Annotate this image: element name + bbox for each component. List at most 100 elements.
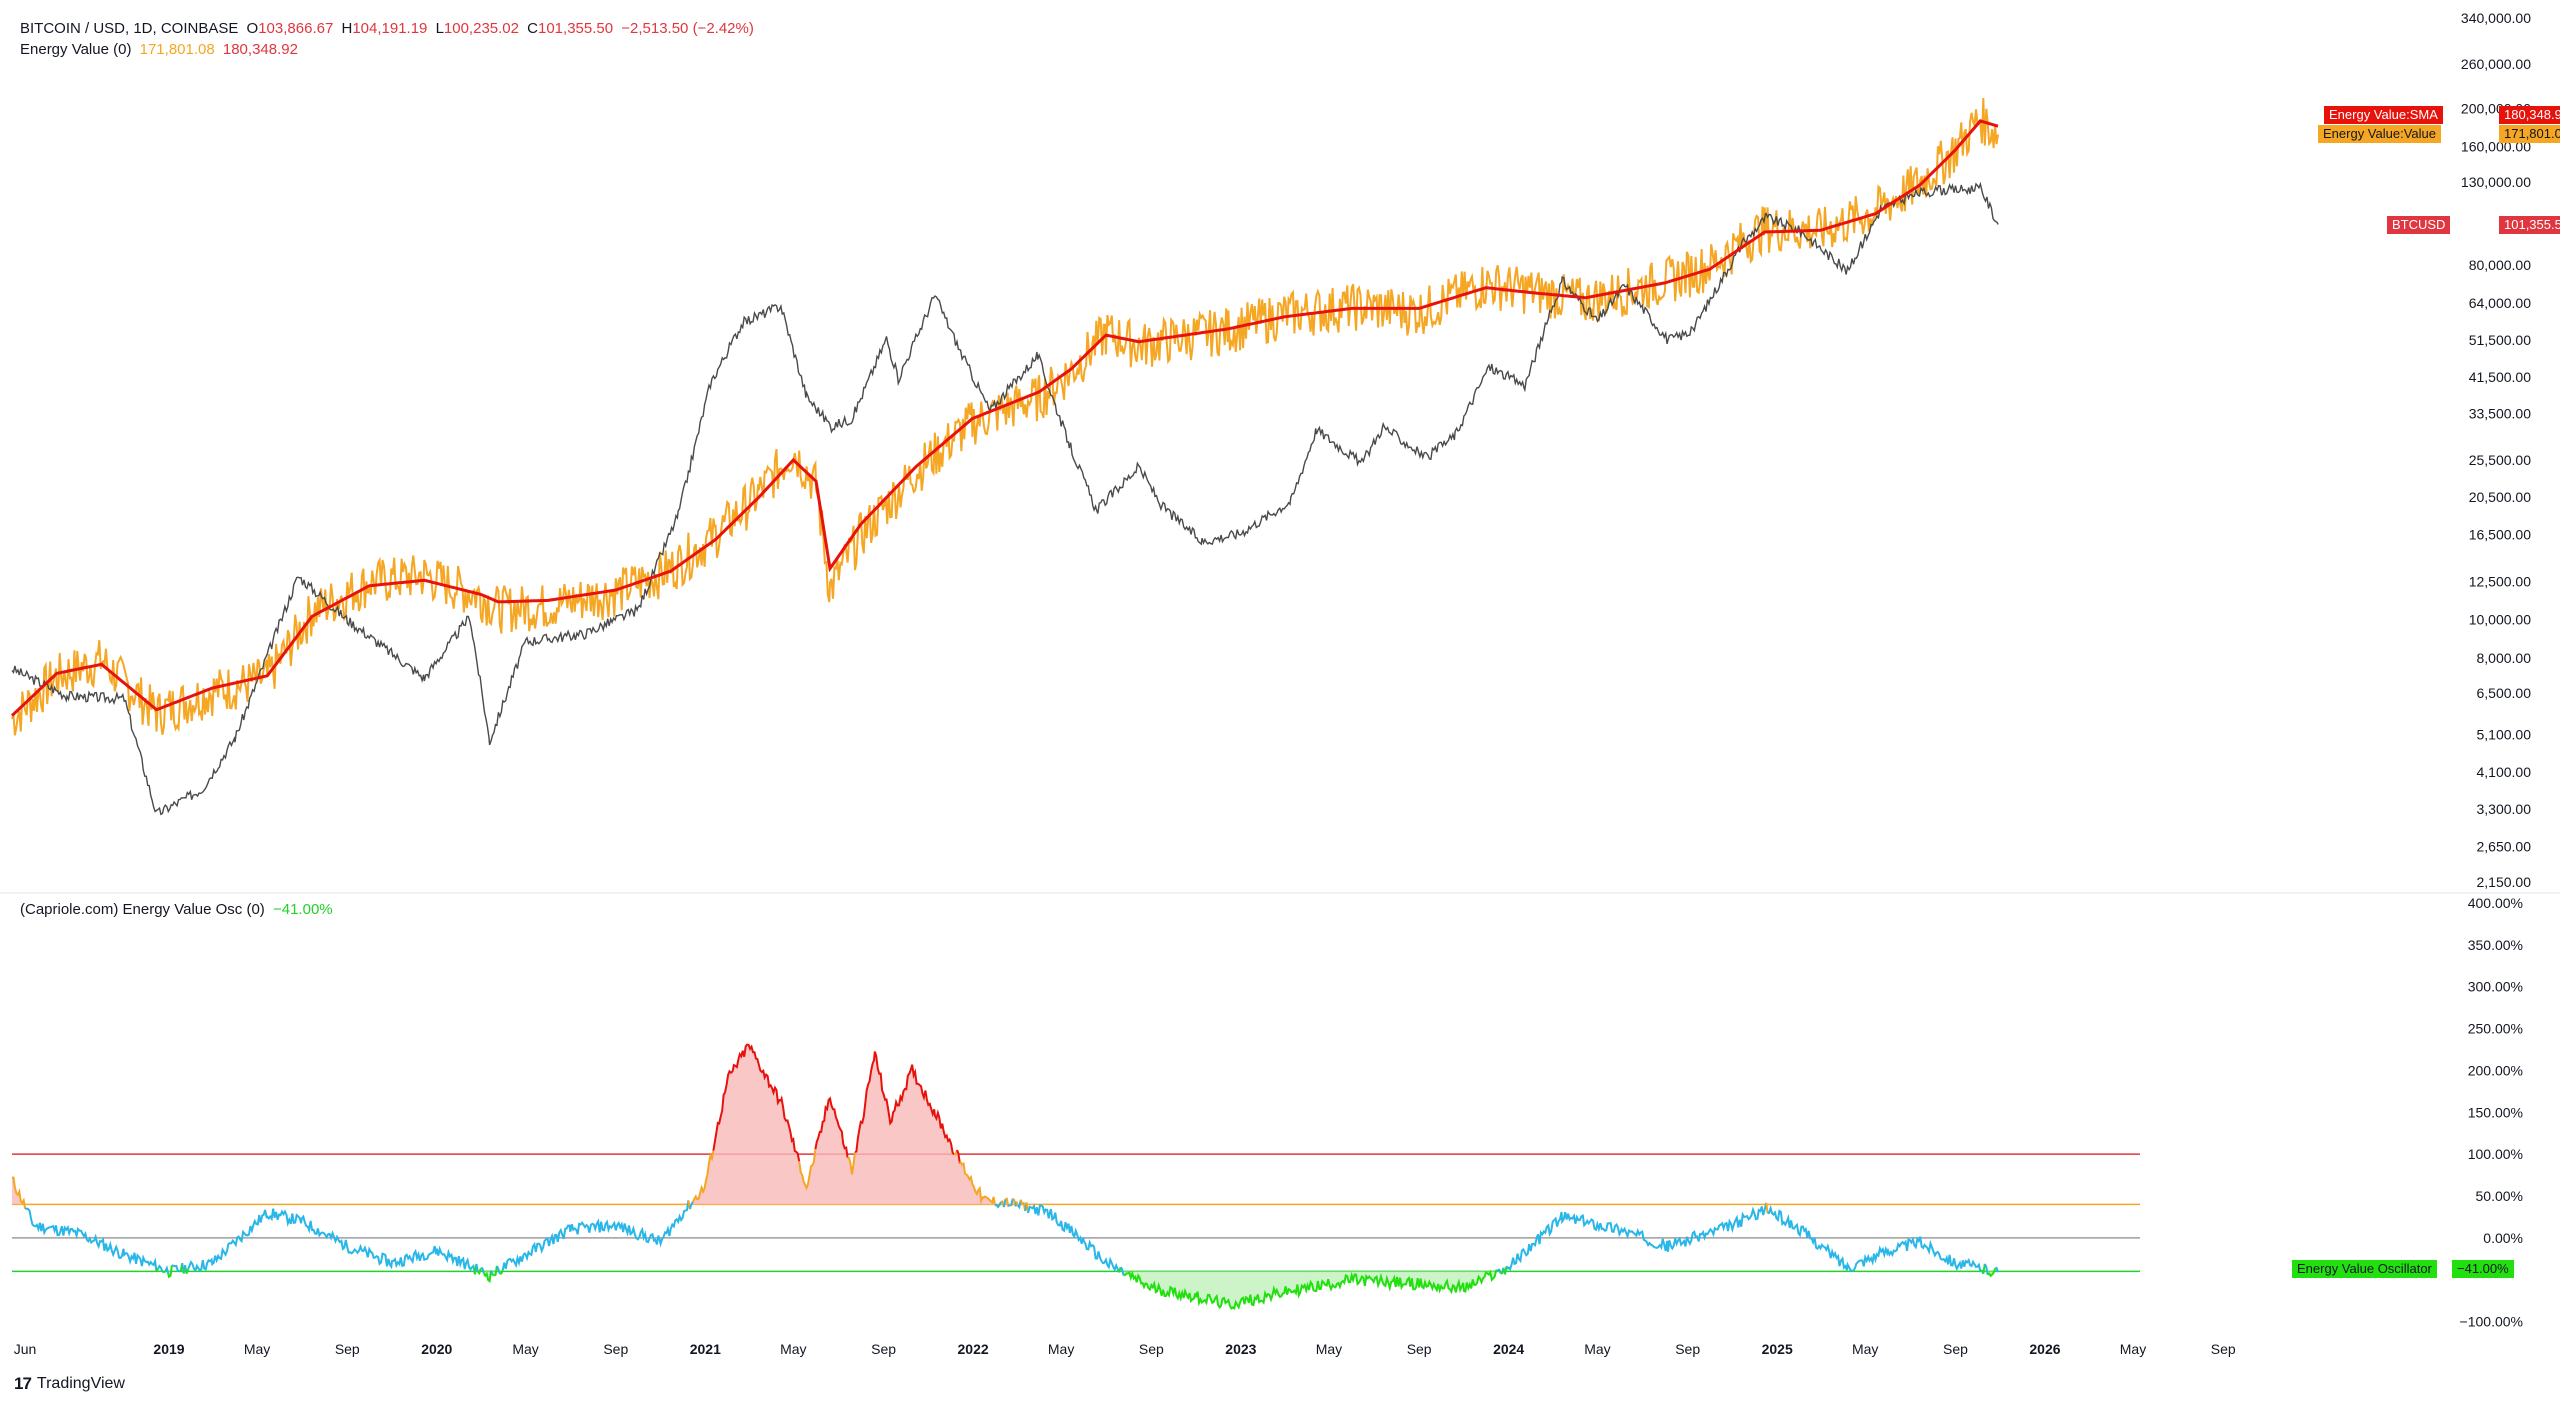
price-tick-label: 130,000.00 (2461, 174, 2531, 190)
time-tick-label: May (1048, 1341, 1074, 1357)
btc-tag-label: BTCUSD (2387, 216, 2451, 234)
time-tick-label: May (1584, 1341, 1610, 1357)
osc-line-segment (691, 1150, 715, 1203)
osc-line-segment (1002, 1199, 1007, 1208)
oscillator-axis[interactable]: 400.00% 350.00% 300.00% 250.00% 200.00% 150.0… (2460, 895, 2523, 1330)
osc-line-segment (688, 1201, 694, 1210)
time-tick-label: Sep (2211, 1341, 2236, 1357)
time-tick-label: Jun (14, 1341, 37, 1357)
time-tick-label: 2023 (1225, 1341, 1256, 1357)
price-tick-label: 41,500.00 (2469, 369, 2531, 385)
time-tick-label: 2019 (153, 1341, 184, 1357)
osc-line-segment (480, 1267, 485, 1274)
osc-line-segment (1027, 1203, 1121, 1273)
osc-tick-label: 200.00% (2468, 1062, 2523, 1078)
osc-line-segment (477, 1268, 482, 1276)
osc-line-segment (475, 1263, 479, 1272)
osc-line-segment (1498, 1268, 1502, 1274)
high-label: H (341, 20, 353, 37)
tradingview-logo[interactable]: 17 TradingView (14, 1374, 125, 1394)
price-tick-label: 20,500.00 (2469, 489, 2531, 505)
time-tick-label: Sep (871, 1341, 896, 1357)
sma-tag-value: 180,348.92 (2499, 106, 2560, 124)
indicator-value-1: 171,801.08 (139, 41, 215, 58)
price-axis[interactable]: 340,000.00260,000.00200,000.00160,000.00… (2461, 10, 2531, 890)
osc-tick-label: 0.00% (2483, 1230, 2523, 1246)
osc-line-segment (956, 1149, 961, 1164)
energy-sma-line (10, 119, 1999, 717)
oscillator-legend: (Capriole.com) Energy Value Osc (0) −41.… (20, 900, 337, 920)
osc-line-segment (157, 1264, 164, 1272)
indicator-value-2: 180,348.92 (222, 41, 298, 58)
low-value: 100,235.02 (443, 20, 519, 37)
price-tick-label: 51,500.00 (2469, 332, 2531, 348)
oscillator-label[interactable]: (Capriole.com) Energy Value Osc (0) (20, 901, 265, 918)
high-value: 104,191.19 (352, 20, 428, 37)
price-tick-label: 16,500.00 (2469, 526, 2531, 542)
osc-overbought-fill (12, 1044, 1998, 1205)
price-tick-label: 12,500.00 (2469, 574, 2531, 590)
price-tick-label: 10,000.00 (2469, 612, 2531, 628)
symbol-label[interactable]: BITCOIN / USD, 1D, COINBASE (20, 20, 239, 37)
osc-line-segment (167, 1265, 173, 1279)
osc-line-segment (185, 1268, 190, 1275)
price-tick-label: 80,000.00 (2469, 257, 2531, 273)
price-tick-label: 2,150.00 (2477, 874, 2532, 890)
osc-line-segment (11, 1176, 27, 1209)
time-tick-label: 2022 (958, 1341, 989, 1357)
osc-line-segment (712, 1043, 801, 1162)
osc-line-segment (1015, 1201, 1019, 1206)
time-tick-label: 2025 (1762, 1341, 1793, 1357)
sma-tag-label: Energy Value:SMA (2324, 106, 2443, 124)
osc-line-segment (994, 1201, 1002, 1209)
value-tag-value: 171,801.08 (2499, 125, 2560, 143)
osc-line-segment (854, 1051, 955, 1156)
time-tick-label: Sep (1943, 1341, 1968, 1357)
price-tick-label: 25,500.00 (2469, 452, 2531, 468)
osc-line-segment (1983, 1263, 1989, 1275)
osc-line-segment (25, 1207, 158, 1272)
time-tick-label: 2021 (690, 1341, 721, 1357)
close-value: 101,355.50 (538, 20, 614, 37)
time-tick-label: 2020 (421, 1341, 452, 1357)
close-label: C (527, 20, 538, 37)
osc-tick-label: 50.00% (2476, 1188, 2523, 1204)
osc-oversold-fill (12, 1271, 1998, 1309)
osc-line-segment (499, 1269, 504, 1275)
value-tag-label: Energy Value:Value (2318, 125, 2441, 143)
osc-tick-label: 300.00% (2468, 979, 2523, 995)
price-pane[interactable] (10, 97, 1999, 816)
osc-tick-label: 350.00% (2468, 937, 2523, 953)
osc-line-segment (490, 1270, 494, 1276)
price-tick-label: 260,000.00 (2461, 56, 2531, 72)
osc-line-segment (1123, 1269, 1498, 1310)
osc-line-segment (482, 1270, 493, 1284)
time-axis[interactable]: Jun 2019 May Sep 2020 May Sep 2021 May Sep 2022 May… (14, 1341, 2236, 1357)
time-tick-label: 2024 (1493, 1341, 1524, 1357)
oscillator-pane[interactable] (11, 1043, 2140, 1310)
osc-line-segment (1987, 1268, 1997, 1278)
time-tick-label: Sep (1407, 1341, 1432, 1357)
osc-line-segment (1505, 1202, 1768, 1272)
price-tick-label: 8,000.00 (2477, 650, 2532, 666)
indicator-label[interactable]: Energy Value (0) (20, 41, 132, 58)
osc-tag-value: −41.00% (2452, 1260, 2514, 1278)
osc-line-segment (958, 1159, 997, 1206)
time-tick-label: 2026 (2029, 1341, 2060, 1357)
open-label: O (246, 20, 259, 37)
osc-line-segment (501, 1200, 690, 1271)
osc-tag-label: Energy Value Oscillator (2292, 1260, 2437, 1278)
osc-tick-label: 250.00% (2468, 1021, 2523, 1037)
osc-line-segment (171, 1264, 181, 1273)
osc-line-segment (798, 1148, 817, 1191)
time-tick-label: May (2120, 1341, 2146, 1357)
price-tick-label: 5,100.00 (2477, 727, 2532, 743)
osc-line-segment (847, 1151, 856, 1175)
osc-line-segment (1005, 1197, 1010, 1207)
osc-line-segment (1010, 1198, 1014, 1207)
osc-line-segment (1019, 1199, 1027, 1212)
time-tick-label: Sep (335, 1341, 360, 1357)
osc-line-segment (187, 1208, 476, 1275)
indicator-legend: Energy Value (0) 171,801.08 180,348.92 (20, 40, 302, 60)
